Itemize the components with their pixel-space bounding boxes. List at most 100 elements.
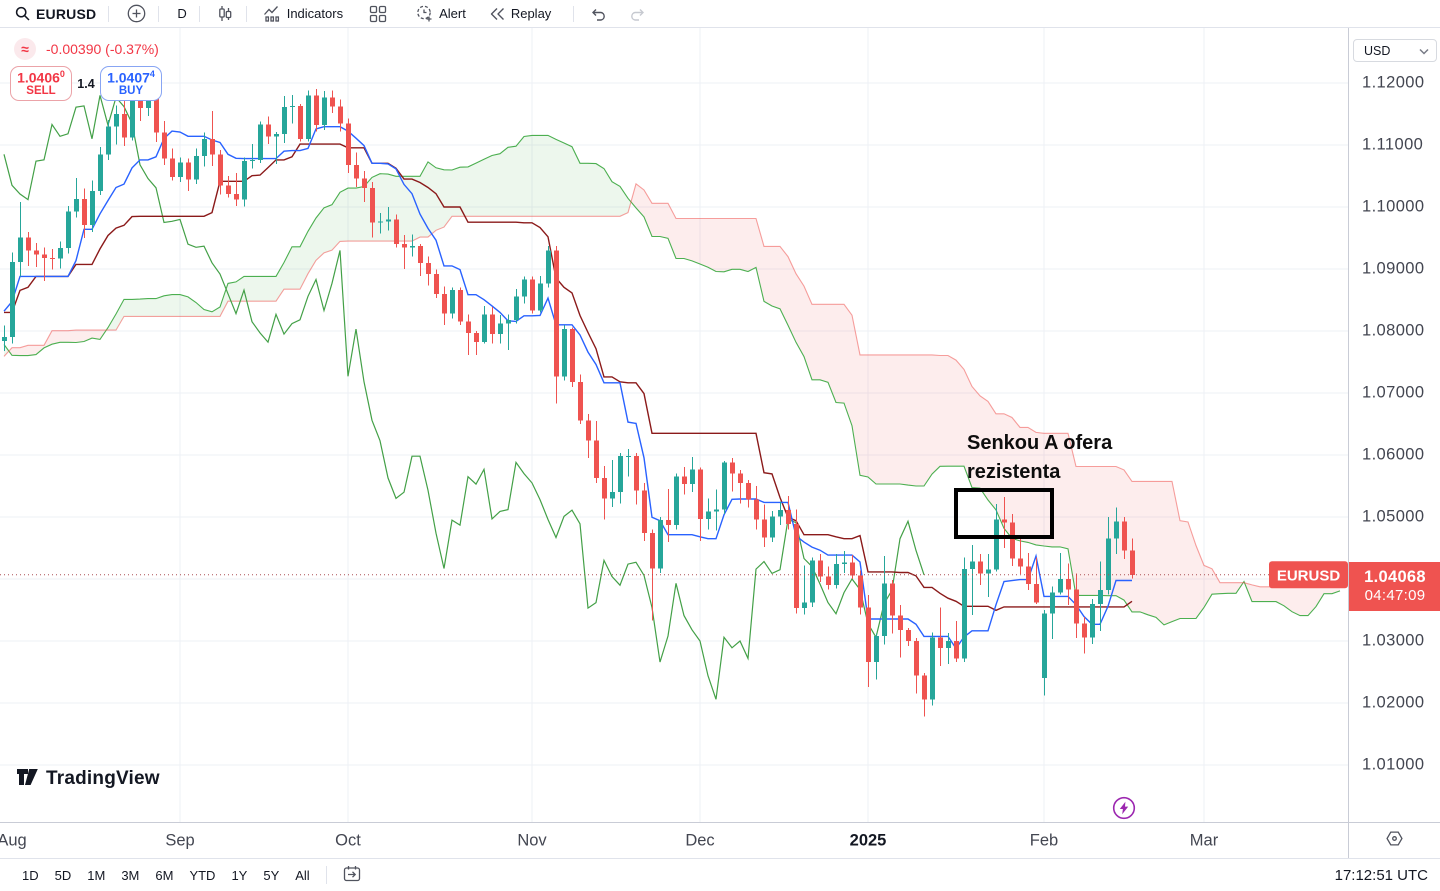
toolbar-divider [245,5,247,22]
toolbar-divider [573,5,575,22]
chevron-down-icon [1419,44,1429,58]
chikou-line [3,95,925,700]
tradingview-logo[interactable]: TradingView [16,765,160,792]
price-tick: 1.11000 [1362,135,1424,154]
buy-label: BUY [118,85,144,98]
chart-style-button[interactable] [210,2,240,26]
server-clock: 17:12:51 UTC [1334,866,1428,884]
range-button-5y[interactable]: 5Y [263,867,280,883]
price-tick: 1.10000 [1362,197,1425,216]
indicators-button[interactable]: Indicators [257,2,349,26]
alert-clock-icon [415,4,434,23]
alert-label: Alert [439,6,466,21]
alert-button[interactable]: Alert [409,2,472,26]
undo-button[interactable] [584,2,614,26]
senkou-a-line [3,134,1341,626]
annotation-text[interactable]: rezistenta [967,461,1061,483]
add-symbol-button[interactable] [121,2,152,26]
annotation-rectangle[interactable] [954,488,1054,539]
calendar-range-icon [343,866,361,885]
indicators-label: Indicators [286,6,344,21]
kijun-line [4,143,1133,612]
sell-price-sup: 0 [59,68,65,79]
sell-label: SELL [26,85,56,98]
tradingview-logo-text: TradingView [46,767,160,789]
approx-equal-badge: ≈ [14,38,36,60]
layout-grid-icon [369,5,387,23]
grid-layer [0,28,1348,822]
replay-rewind-icon [488,6,506,22]
toolbar-divider [158,5,160,22]
price-tick: 1.07000 [1362,383,1425,402]
symbol-search-button[interactable]: EURUSD [8,2,102,26]
range-button-ytd[interactable]: YTD [189,867,216,883]
gear-icon [1386,830,1403,852]
range-button-1y[interactable]: 1Y [231,867,248,883]
annotation-text[interactable]: Senkou A ofera [967,432,1113,454]
range-button-1m[interactable]: 1M [87,867,106,883]
undo-arrow-icon [590,6,608,22]
price-tick: 1.05000 [1362,507,1425,526]
range-button-3m[interactable]: 3M [121,867,140,883]
range-button-5d[interactable]: 5D [54,867,72,883]
symbol-price-flag-text: EURUSD [1277,567,1341,584]
candles-layer [2,81,1135,717]
bottom-toolbar: 1D 5D 1M 3M 6M YTD 1Y 5Y All 17:12:51 UTC [0,858,1440,891]
time-axis[interactable]: Aug Sep Oct Nov Dec 2025 Feb Mar [0,822,1440,859]
chart-pane[interactable]: Senkou A ofera rezistenta EURUSD ≈ -0.0039… [0,28,1348,822]
replay-button[interactable]: Replay [482,2,557,26]
last-price-value: 1.04068 [1364,567,1426,586]
price-tick: 1.06000 [1362,445,1425,464]
symbol-price-flag [1269,561,1348,589]
top-toolbar: EURUSD D Indicators [0,0,1440,28]
bar-countdown: 04:47:09 [1364,587,1426,605]
search-icon [14,5,31,22]
price-tick: 1.09000 [1362,259,1425,278]
chart-canvas[interactable]: Senkou A ofera rezistenta EURUSD [0,28,1348,822]
plus-circle-icon [127,4,146,23]
time-tick-Aug: Aug [0,831,27,849]
price-tick: 1.08000 [1362,321,1425,340]
timeframe-button[interactable]: D [171,2,192,26]
buy-price: 1.0407 [107,69,150,86]
range-buttons: 1D 5D 1M 3M 6M YTD 1Y 5Y All [14,864,318,887]
time-tick-Mar: Mar [1189,831,1219,849]
range-button-6m[interactable]: 6M [155,867,174,883]
timeframe-label: D [177,6,187,21]
price-tick: 1.01000 [1362,755,1425,774]
currency-label: USD [1364,43,1391,58]
senkou-b-line [3,182,1340,588]
buy-button[interactable]: 1.04074 BUY [100,66,162,101]
symbol-name: EURUSD [36,5,97,22]
layout-grid-button[interactable] [363,2,393,26]
currency-dropdown[interactable]: USD [1353,39,1437,62]
time-tick-Oct: Oct [335,831,361,849]
spread-value: 1.4 [77,76,95,91]
toolbar-divider [198,5,200,22]
redo-arrow-icon [628,6,646,22]
time-tick-Nov: Nov [517,831,547,849]
price-axis[interactable]: USD 1.12000 1.11000 1.10000 1.09000 1.08000 1… [1348,28,1440,822]
redo-button[interactable] [622,2,652,26]
toolbar-divider [108,5,110,22]
lightning-boost-icon [1112,796,1136,822]
time-tick-Sep: Sep [165,831,195,849]
time-tick-Feb: Feb [1029,831,1059,849]
candlestick-style-icon [216,5,234,23]
boost-button[interactable] [1112,796,1136,822]
time-tick-2025: 2025 [849,831,887,849]
price-tick: 1.02000 [1362,693,1425,712]
sell-price: 1.0406 [17,69,60,86]
axis-settings-button[interactable] [1348,823,1440,859]
buy-price-sup: 4 [149,68,155,79]
price-tick: 1.12000 [1362,73,1425,92]
toolbar-divider [325,866,327,884]
tradingview-logo-mark [16,765,39,792]
range-button-all[interactable]: All [295,867,310,883]
range-button-1d[interactable]: 1D [22,867,39,883]
price-tick: 1.03000 [1362,631,1425,650]
last-price-tag: 1.04068 04:47:09 [1349,561,1440,611]
sell-button[interactable]: 1.04060 SELL [10,66,72,101]
go-to-date-button[interactable] [335,861,369,889]
